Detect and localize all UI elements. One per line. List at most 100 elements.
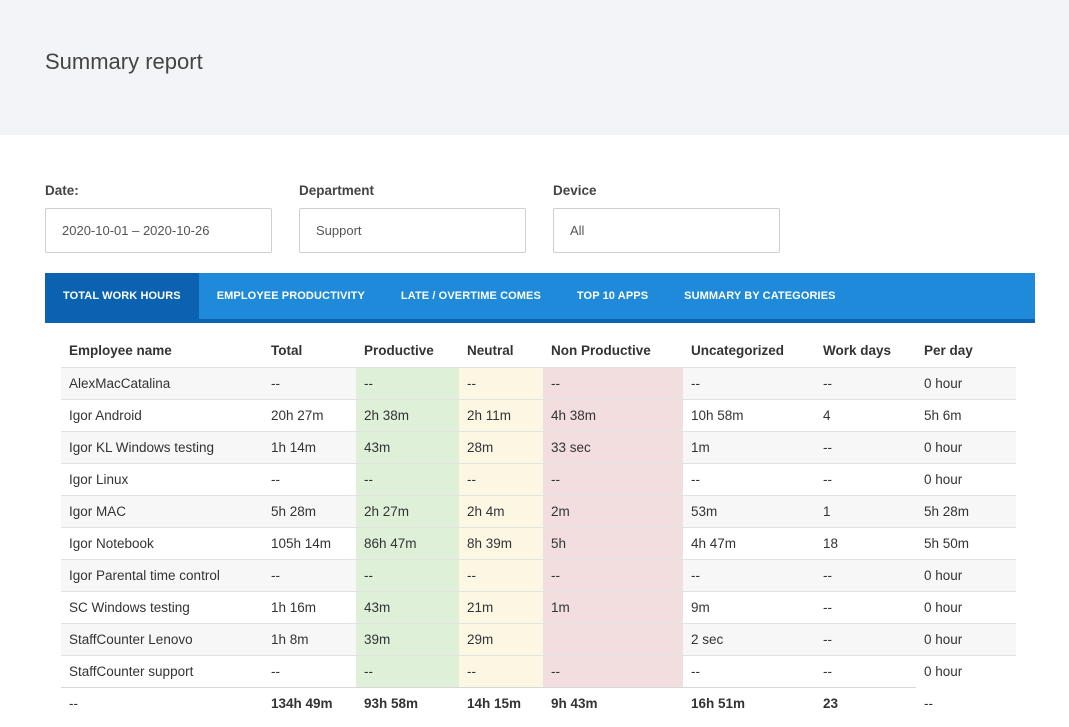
totals-cell: 14h 15m	[459, 686, 543, 719]
uncategorized-cell: 2 sec	[683, 622, 815, 655]
col-header-uncategorized[interactable]: Uncategorized	[691, 342, 785, 358]
total-cell: 1h 14m	[263, 430, 356, 463]
per-day-cell: 0 hour	[916, 654, 1016, 687]
uncategorized-cell: 9m	[683, 590, 815, 623]
employee-name-cell[interactable]: Igor KL Windows testing	[61, 430, 263, 463]
col-header-per-day[interactable]: Per day	[924, 342, 973, 358]
total-cell: 105h 14m	[263, 526, 356, 559]
non-productive-cell: --	[543, 654, 683, 687]
work-days-cell: --	[815, 462, 916, 495]
uncategorized-cell: 53m	[683, 494, 815, 527]
per-day-cell: 5h 50m	[916, 526, 1016, 559]
neutral-cell: --	[459, 462, 543, 495]
totals-cell: 16h 51m	[683, 686, 815, 719]
col-header-productive[interactable]: Productive	[364, 342, 434, 358]
employee-name-cell[interactable]: StaffCounter Lenovo	[61, 622, 263, 655]
col-header-total[interactable]: Total	[271, 342, 303, 358]
employee-name-cell[interactable]: Igor Parental time control	[61, 558, 263, 591]
col-header-neutral[interactable]: Neutral	[467, 342, 514, 358]
work-days-cell: --	[815, 590, 916, 623]
productive-cell: --	[356, 654, 459, 687]
tab-total-work-hours[interactable]: TOTAL WORK HOURS	[45, 273, 199, 319]
work-days-cell: 4	[815, 398, 916, 431]
summary-table: Employee name Total Productive Neutral N…	[61, 334, 1016, 719]
per-day-cell: 5h 28m	[916, 494, 1016, 527]
employee-name-cell[interactable]: AlexMacCatalina	[61, 366, 263, 399]
table-row: StaffCounter Lenovo 1h 8m 39m 29m 2 sec -- 0 h…	[61, 622, 1016, 655]
table-row: SC Windows testing 1h 16m 43m 21m 1m 9m -- 0 ho…	[61, 590, 1016, 623]
work-days-cell: --	[815, 622, 916, 655]
neutral-cell: --	[459, 654, 543, 687]
employee-name-cell[interactable]: Igor Notebook	[61, 526, 263, 559]
uncategorized-cell: --	[683, 366, 815, 399]
totals-cell: --	[916, 687, 1016, 719]
productive-cell: 86h 47m	[356, 526, 459, 559]
uncategorized-cell: 10h 58m	[683, 398, 815, 431]
page-title: Summary report	[45, 49, 203, 74]
device-select[interactable]: All	[553, 208, 780, 253]
per-day-cell: 0 hour	[916, 622, 1016, 655]
per-day-cell: 0 hour	[916, 462, 1016, 495]
department-label: Department	[299, 183, 375, 198]
totals-cell: 93h 58m	[356, 686, 459, 719]
neutral-cell: --	[459, 366, 543, 399]
col-header-non-productive[interactable]: Non Productive	[551, 342, 651, 358]
department-filter: Department Support	[299, 183, 526, 253]
productive-cell: --	[356, 462, 459, 495]
col-header-employee-name[interactable]: Employee name	[69, 342, 172, 358]
per-day-cell: 0 hour	[916, 430, 1016, 463]
table-row: Igor Linux -- -- -- -- -- -- 0 hour	[61, 462, 1016, 495]
uncategorized-cell: --	[683, 558, 815, 591]
table-row: Igor Notebook 105h 14m 86h 47m 8h 39m 5h 4h 4…	[61, 526, 1016, 559]
tab-summary-by-categories[interactable]: SUMMARY BY CATEGORIES	[684, 290, 836, 302]
work-days-cell: --	[815, 430, 916, 463]
neutral-cell: 28m	[459, 430, 543, 463]
non-productive-cell: --	[543, 366, 683, 399]
productive-cell: 2h 38m	[356, 398, 459, 431]
totals-cell: 134h 49m	[263, 686, 356, 719]
non-productive-cell: --	[543, 462, 683, 495]
neutral-cell: 8h 39m	[459, 526, 543, 559]
non-productive-cell: 1m	[543, 590, 683, 623]
device-label: Device	[553, 183, 597, 198]
totals-row: -- 134h 49m 93h 58m 14h 15m 9h 43m 16h 5…	[61, 686, 1016, 719]
total-cell: 20h 27m	[263, 398, 356, 431]
employee-name-cell[interactable]: StaffCounter support	[61, 654, 263, 687]
productive-cell: 43m	[356, 590, 459, 623]
employee-name-cell[interactable]: Igor Android	[61, 398, 263, 431]
non-productive-cell: 2m	[543, 494, 683, 527]
tab-employee-productivity[interactable]: EMPLOYEE PRODUCTIVITY	[216, 290, 365, 302]
date-label: Date:	[45, 183, 79, 198]
per-day-cell: 0 hour	[916, 590, 1016, 623]
table-row: Igor KL Windows testing 1h 14m 43m 28m 33 se…	[61, 430, 1016, 463]
employee-name-cell[interactable]: Igor Linux	[61, 462, 263, 495]
report-tabs: TOTAL WORK HOURS EMPLOYEE PRODUCTIVITY L…	[45, 273, 1035, 323]
employee-name-cell[interactable]: SC Windows testing	[61, 590, 263, 623]
productive-cell: 39m	[356, 622, 459, 655]
total-cell: 1h 8m	[263, 622, 356, 655]
productive-cell: --	[356, 558, 459, 591]
total-cell: 5h 28m	[263, 494, 356, 527]
total-cell: --	[263, 558, 356, 591]
uncategorized-cell: --	[683, 462, 815, 495]
per-day-cell: 0 hour	[916, 366, 1016, 399]
work-days-cell: 1	[815, 494, 916, 527]
department-select[interactable]: Support	[299, 208, 526, 253]
work-days-cell: --	[815, 366, 916, 399]
date-range-input[interactable]: 2020-10-01 – 2020-10-26	[45, 208, 272, 253]
neutral-cell: --	[459, 558, 543, 591]
neutral-cell: 2h 4m	[459, 494, 543, 527]
col-header-work-days[interactable]: Work days	[823, 342, 892, 358]
uncategorized-cell: --	[683, 654, 815, 687]
table-row: StaffCounter support -- -- -- -- -- -- 0 hour	[61, 654, 1016, 687]
total-cell: --	[263, 366, 356, 399]
device-filter: Device All	[553, 183, 780, 253]
employee-name-cell[interactable]: Igor MAC	[61, 494, 263, 527]
tab-top-10-apps[interactable]: TOP 10 APPS	[576, 290, 649, 302]
non-productive-cell	[543, 622, 683, 655]
productive-cell: --	[356, 366, 459, 399]
total-cell: 1h 16m	[263, 590, 356, 623]
table-header-row: Employee name Total Productive Neutral N…	[61, 334, 1016, 367]
tab-late-overtime-comes[interactable]: LATE / OVERTIME COMES	[400, 290, 541, 302]
productive-cell: 43m	[356, 430, 459, 463]
